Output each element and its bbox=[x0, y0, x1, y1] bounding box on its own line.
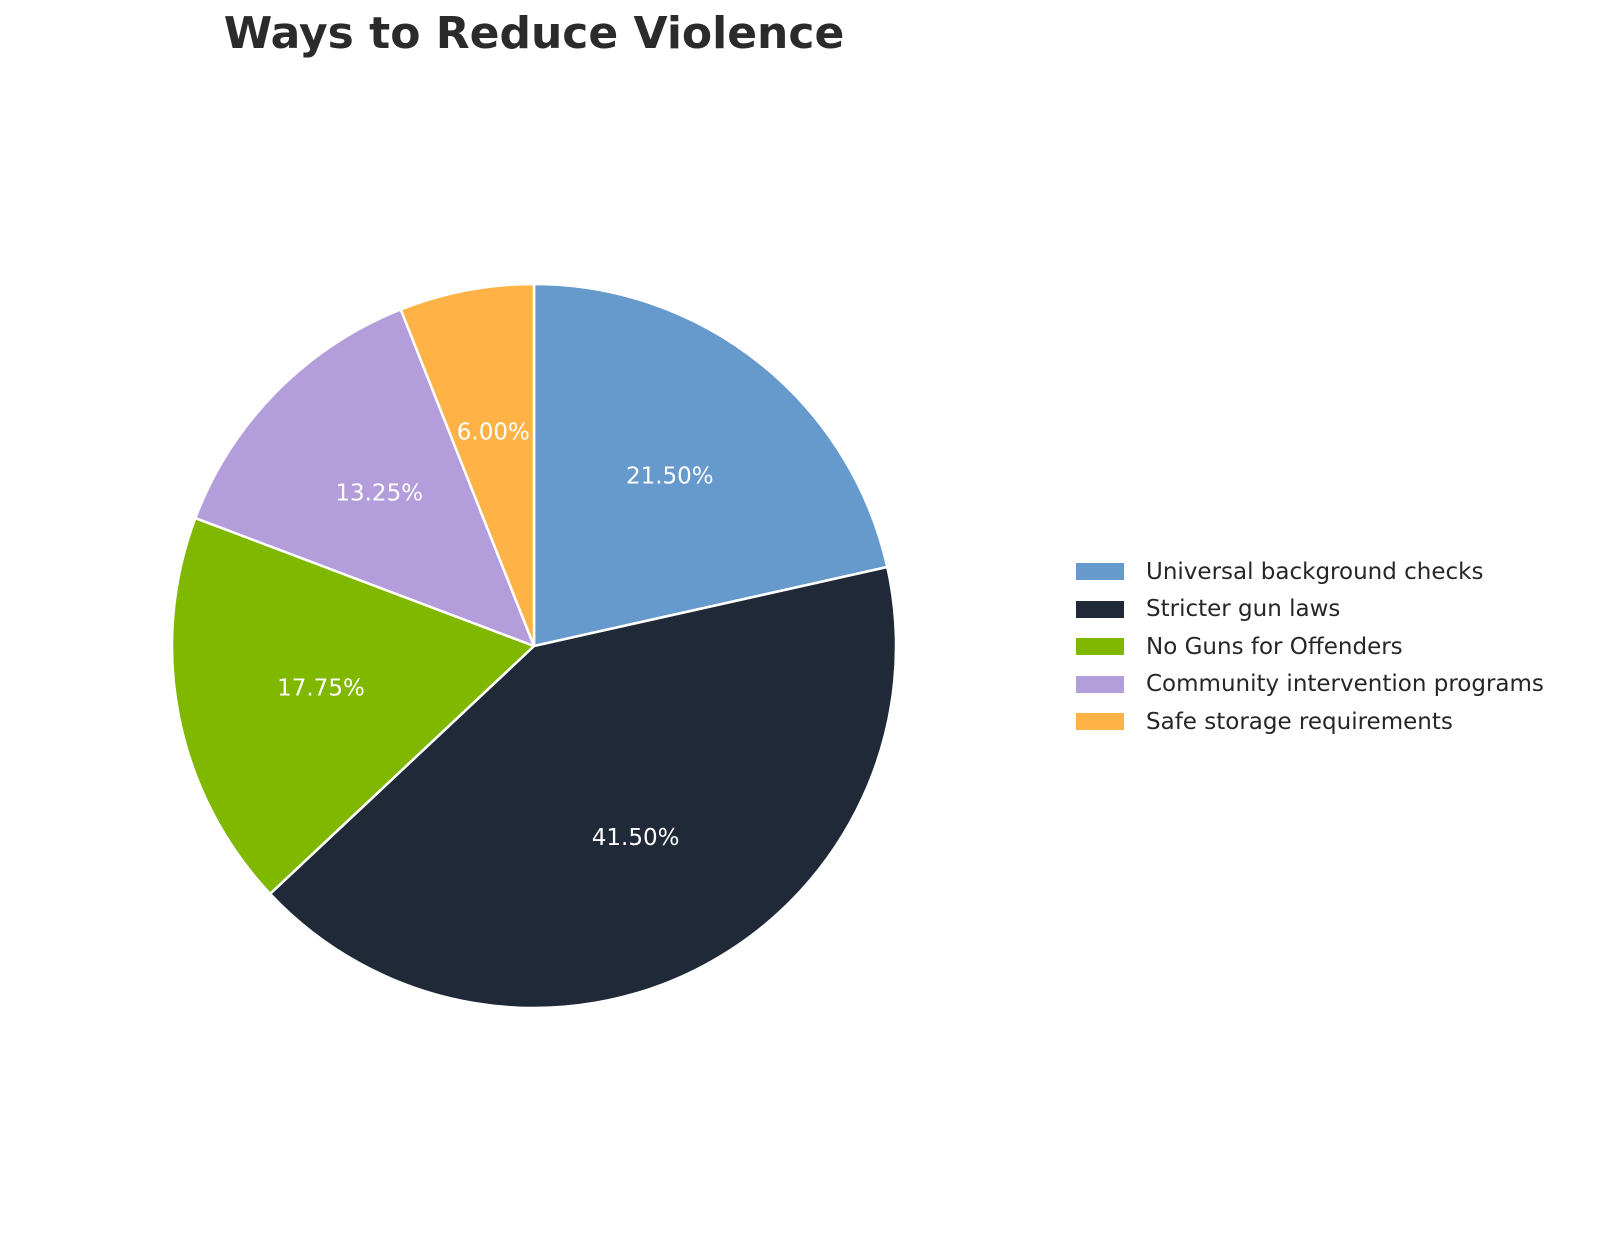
legend-item: No Guns for Offenders bbox=[1076, 628, 1544, 666]
legend-label: No Guns for Offenders bbox=[1146, 633, 1403, 660]
legend: Universal background checks Stricter gun… bbox=[1076, 553, 1544, 741]
pie-slice bbox=[532, 282, 889, 648]
legend-item: Universal background checks bbox=[1076, 553, 1544, 591]
legend-swatch bbox=[1076, 563, 1124, 581]
legend-label: Community intervention programs bbox=[1146, 671, 1544, 698]
slice-percent-label: 17.75% bbox=[277, 675, 365, 701]
legend-swatch bbox=[1076, 638, 1124, 656]
legend-item: Stricter gun laws bbox=[1076, 591, 1544, 629]
legend-swatch bbox=[1076, 600, 1124, 618]
legend-label: Stricter gun laws bbox=[1146, 596, 1341, 623]
slice-percent-label: 13.25% bbox=[335, 481, 423, 507]
legend-swatch bbox=[1076, 713, 1124, 731]
slice-percent-label: 6.00% bbox=[457, 420, 530, 446]
legend-label: Safe storage requirements bbox=[1146, 708, 1453, 735]
slice-percent-label: 41.50% bbox=[592, 825, 680, 851]
slice-percent-label: 21.50% bbox=[626, 463, 714, 489]
legend-item: Community intervention programs bbox=[1076, 666, 1544, 704]
legend-swatch bbox=[1076, 675, 1124, 693]
pie-slice bbox=[194, 308, 536, 648]
pie-slice bbox=[268, 565, 898, 1010]
chart-title: Ways to Reduce Violence bbox=[223, 8, 845, 59]
pie-slice bbox=[399, 282, 536, 648]
legend-item: Safe storage requirements bbox=[1076, 703, 1544, 741]
pie-chart: 21.50% 41.50% 17.75% 13.25% 6.00% bbox=[170, 282, 898, 1010]
legend-label: Universal background checks bbox=[1146, 558, 1484, 585]
